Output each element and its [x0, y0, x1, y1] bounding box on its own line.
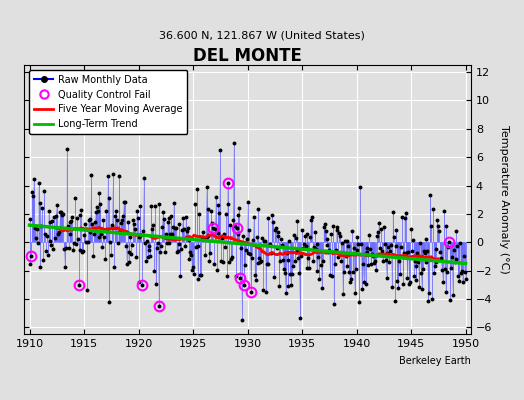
- Y-axis label: Temperature Anomaly (°C): Temperature Anomaly (°C): [499, 125, 509, 274]
- Legend: Raw Monthly Data, Quality Control Fail, Five Year Moving Average, Long-Term Tren: Raw Monthly Data, Quality Control Fail, …: [29, 70, 188, 134]
- Title: DEL MONTE: DEL MONTE: [193, 47, 302, 65]
- Text: 36.600 N, 121.867 W (United States): 36.600 N, 121.867 W (United States): [159, 30, 365, 40]
- Text: Berkeley Earth: Berkeley Earth: [399, 356, 471, 366]
